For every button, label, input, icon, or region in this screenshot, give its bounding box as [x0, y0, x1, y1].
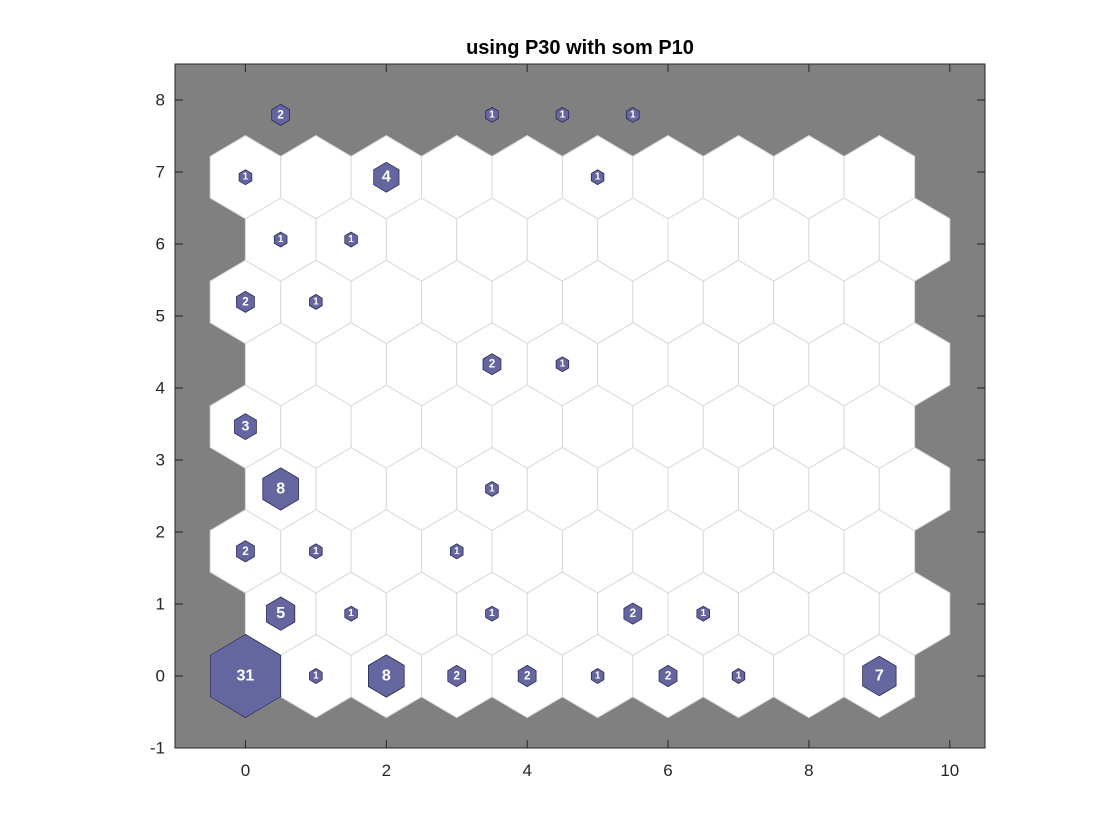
hit-count-label: 1: [313, 671, 319, 682]
y-tick-label: 2: [156, 523, 165, 542]
hit-count-label: 7: [875, 668, 884, 685]
hit-marker: [236, 540, 255, 563]
y-axis-ticks: -1 0 1 2 3 4 5 6 7 8: [150, 91, 985, 758]
hit-count-label: 1: [243, 172, 249, 183]
hit-count-label: 1: [560, 359, 566, 370]
hit-marker: [696, 605, 710, 622]
hit-marker: [273, 231, 288, 248]
hit-count-label: 5: [276, 605, 285, 622]
hit-marker: [482, 353, 502, 376]
neuron-grid: [209, 135, 951, 719]
hit-count-label: 4: [382, 169, 391, 186]
hit-marker: [373, 161, 400, 193]
hit-count-label: 1: [313, 546, 319, 557]
chart-title: using P30 with som P10: [466, 37, 694, 59]
hit-marker: [344, 231, 358, 248]
x-tick-label: 8: [804, 761, 813, 780]
y-tick-label: 3: [156, 451, 165, 470]
y-tick-label: 0: [156, 667, 165, 686]
hit-count-label: 2: [489, 358, 495, 371]
hit-marker: [209, 633, 282, 719]
hit-count-label: 1: [595, 671, 601, 682]
hit-count-label: 2: [454, 670, 460, 683]
x-tick-label: 2: [382, 761, 391, 780]
hit-marker: [485, 481, 499, 497]
hit-count-label: 1: [736, 671, 742, 682]
hit-marker: [309, 668, 323, 684]
hit-marker: [234, 413, 257, 440]
hit-count-label: 1: [313, 296, 319, 307]
y-tick-label: 4: [156, 379, 165, 398]
hit-marker: [449, 543, 464, 560]
y-tick-label: 5: [156, 307, 165, 326]
hit-count-label: 2: [277, 108, 283, 121]
hit-marker: [367, 654, 405, 698]
y-tick-label: 1: [156, 595, 165, 614]
y-tick-label: 7: [156, 163, 165, 182]
hit-count-label: 8: [382, 668, 391, 685]
hit-count-label: 1: [595, 172, 601, 183]
hit-marker: [555, 356, 570, 373]
hit-count-label: 1: [348, 608, 354, 619]
hit-marker: [309, 293, 323, 310]
x-tick-label: 6: [663, 761, 672, 780]
hit-marker: [862, 655, 897, 697]
hit-marker: [590, 169, 605, 186]
hit-marker: [262, 467, 299, 511]
hit-markers: [209, 103, 897, 719]
hit-marker: [344, 605, 358, 622]
hit-marker: [266, 596, 296, 631]
hit-count-label: 1: [560, 109, 566, 120]
hit-count-label: 2: [524, 670, 530, 683]
hit-marker: [623, 602, 643, 625]
hit-marker: [731, 668, 746, 684]
hit-marker: [590, 668, 605, 684]
hit-count-label: 1: [454, 546, 460, 557]
hit-count-label: 1: [278, 234, 284, 245]
hit-count-label: 1: [489, 483, 495, 494]
hit-count-label: 1: [348, 234, 354, 245]
hit-marker: [485, 106, 499, 123]
hit-marker: [271, 103, 291, 126]
axes-box: [174, 63, 986, 749]
hit-count-label: 3: [241, 419, 249, 435]
hit-marker: [658, 664, 678, 688]
hit-marker: [309, 543, 323, 560]
hit-marker: [447, 664, 467, 688]
hit-count-label: 1: [489, 608, 495, 619]
hit-count-label: 1: [700, 608, 706, 619]
hit-count-label: 1: [489, 109, 495, 120]
x-tick-label: 10: [940, 761, 959, 780]
hit-count-label: 1: [630, 109, 636, 120]
x-tick-label: 4: [522, 761, 531, 780]
x-axis-ticks: 0 2 4 6 8 10: [241, 64, 959, 780]
neuron-cell: [843, 135, 916, 220]
y-tick-label: -1: [150, 739, 165, 758]
hit-marker: [555, 106, 570, 123]
hit-marker: [236, 290, 255, 313]
hit-count-label: 31: [237, 668, 255, 685]
x-tick-label: 0: [241, 761, 250, 780]
hit-marker: [517, 664, 537, 688]
hit-count-labels: 31 1 8 2 2 1 2 1 7 5 1 1 2 1 2 1 1 8 1 3 2 1 2 1 1 1 1 4 1 2 1 1 1: [237, 108, 884, 684]
y-tick-label: 6: [156, 235, 165, 254]
hit-marker: [238, 169, 253, 186]
hit-count-label: 8: [276, 480, 285, 497]
hit-marker: [626, 106, 640, 123]
hit-count-label: 2: [242, 295, 248, 308]
hit-marker: [485, 605, 499, 622]
y-tick-label: 8: [156, 91, 165, 110]
hit-count-label: 2: [630, 607, 636, 620]
hit-count-label: 2: [242, 545, 248, 558]
hit-count-label: 2: [665, 670, 671, 683]
